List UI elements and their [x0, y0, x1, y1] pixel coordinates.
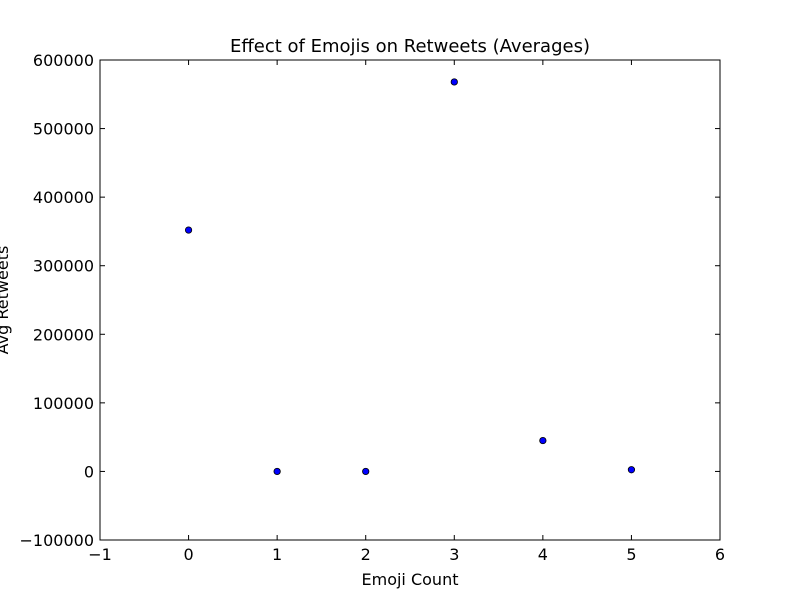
y-tick-label: 300000	[33, 257, 94, 276]
y-tick-label: 0	[84, 462, 94, 481]
y-tick-label: 100000	[33, 394, 94, 413]
x-tick-label: 4	[538, 545, 548, 564]
data-point	[273, 467, 281, 476]
y-tick-label: −100000	[20, 531, 94, 550]
data-point	[539, 436, 547, 445]
x-tick-label: 1	[272, 545, 282, 564]
y-axis-label: Avg Retweets	[0, 246, 12, 355]
data-point	[627, 466, 636, 474]
y-tick-label: 400000	[33, 188, 94, 207]
x-tick-label: 3	[449, 545, 459, 564]
plot-area: −1 0 1 2 3 4 5 6 −100000 0 100000 200000 300000 40000…	[20, 51, 726, 564]
x-tick-label: 2	[361, 545, 371, 564]
data-point	[450, 78, 458, 86]
x-tick-label: 6	[715, 545, 725, 564]
y-tick-label: 500000	[33, 120, 94, 139]
data-point	[362, 467, 370, 476]
y-tick-label: 600000	[33, 51, 94, 70]
x-axis-label: Emoji Count	[362, 570, 459, 589]
plot-frame	[99, 59, 721, 541]
x-tick-label: −1	[88, 545, 112, 564]
x-tick-label: 0	[183, 545, 193, 564]
x-tick-label: 5	[626, 545, 636, 564]
chart-title: Effect of Emojis on Retweets (Averages)	[230, 36, 590, 57]
y-tick-label: 200000	[33, 325, 94, 344]
data-point	[184, 226, 193, 234]
